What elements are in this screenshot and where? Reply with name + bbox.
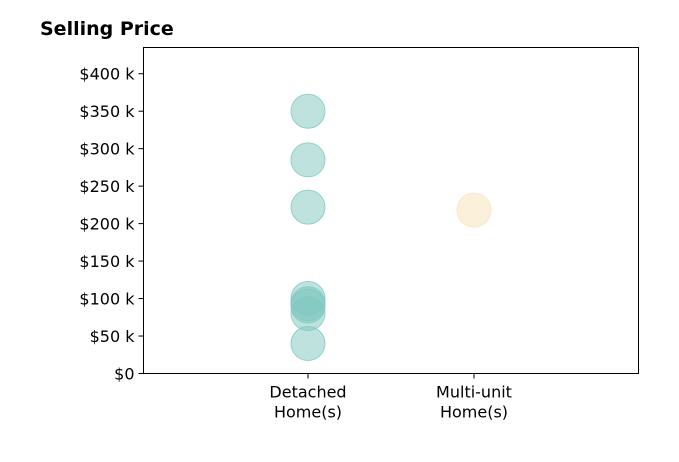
y-tick-label: $250 k — [79, 177, 135, 196]
x-tick-label: Home(s) — [440, 403, 508, 422]
data-points — [290, 93, 492, 362]
y-tick-label: $200 k — [79, 215, 135, 234]
y-axis: $0 $50 k $100 k $150 k $200 k $250 k $300 k $35… — [79, 65, 144, 384]
y-tick-label: $50 k — [90, 327, 136, 346]
x-tick-label: Detached — [269, 383, 346, 402]
y-tick-label: $300 k — [79, 140, 135, 159]
x-tick-label: Multi-unit — [436, 383, 512, 402]
data-point — [290, 93, 326, 129]
y-tick-label: $400 k — [79, 65, 135, 84]
data-point — [456, 192, 492, 228]
data-point — [290, 189, 326, 225]
chart-title: Selling Price — [40, 18, 174, 40]
data-point — [290, 326, 326, 362]
data-point — [290, 296, 326, 332]
y-tick-label: $100 k — [79, 290, 135, 309]
y-tick-label: $150 k — [79, 252, 135, 271]
y-tick-label: $350 k — [79, 102, 135, 121]
plot-frame — [143, 47, 639, 374]
data-point — [290, 142, 326, 178]
x-tick-label: Home(s) — [274, 403, 342, 422]
y-tick-label: $0 — [114, 365, 134, 384]
